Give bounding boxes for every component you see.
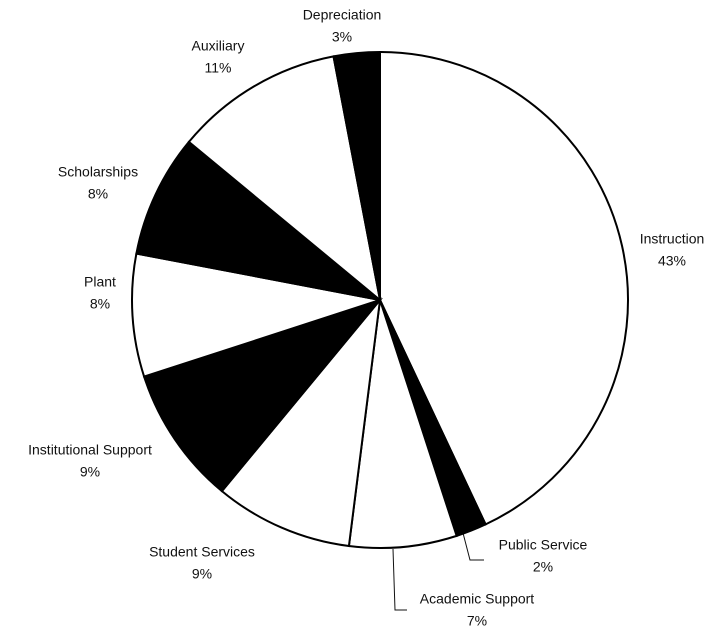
- pie-slice: [131, 252, 381, 378]
- slice-label: Institutional Support: [28, 442, 152, 458]
- pie-slice: [347, 299, 458, 549]
- pie-slice: [332, 50, 381, 301]
- slice-label: Depreciation: [303, 7, 382, 23]
- slice-value-label: 8%: [90, 296, 110, 312]
- slice-value-label: 11%: [205, 60, 232, 76]
- slice-value-label: 3%: [332, 29, 352, 45]
- slice-label: Instruction: [640, 231, 705, 247]
- leader-line: [392, 548, 407, 611]
- slice-value-label: 9%: [192, 566, 212, 582]
- slice-value-label: 9%: [80, 464, 100, 480]
- pie-slice: [135, 140, 381, 301]
- slice-value-label: 2%: [533, 559, 553, 575]
- slice-label: Auxiliary: [192, 38, 245, 54]
- slice-label: Plant: [84, 274, 116, 290]
- leader-line: [462, 532, 484, 561]
- slice-value-label: 7%: [467, 613, 487, 628]
- slice-label: Student Services: [149, 544, 255, 560]
- slice-label: Academic Support: [420, 591, 535, 607]
- slice-value-label: 8%: [88, 186, 108, 202]
- pie-slice: [187, 55, 382, 303]
- slice-label: Scholarships: [58, 164, 138, 180]
- pie-slice: [142, 297, 383, 493]
- pie-slice: [379, 50, 629, 526]
- slice-value-label: 43%: [658, 253, 686, 269]
- slice-label: Public Service: [499, 537, 588, 553]
- pie-slice: [220, 296, 382, 548]
